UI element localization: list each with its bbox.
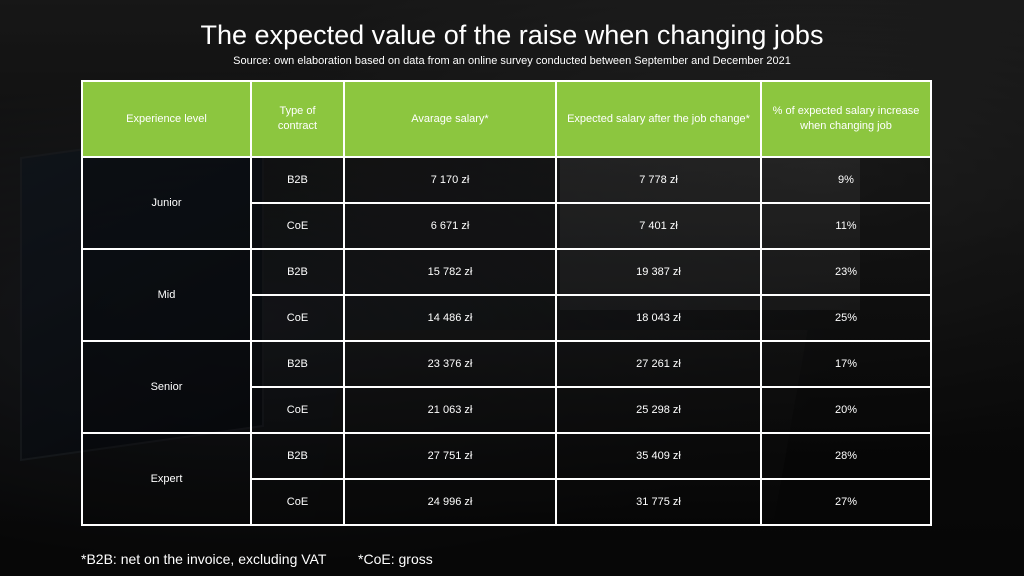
page-subtitle: Source: own elaboration based on data fr… — [233, 55, 791, 67]
page-title: The expected value of the raise when cha… — [200, 20, 824, 50]
average-salary-cell: 23 376 zł — [343, 340, 557, 388]
contract-type-cell: CoE — [250, 294, 345, 342]
expected-salary-cell: 7 778 zł — [555, 156, 762, 204]
average-salary-cell: 6 671 zł — [343, 202, 557, 250]
header-increase-percent: % of expected salary increase when chang… — [760, 80, 932, 158]
average-salary-cell: 14 486 zł — [343, 294, 557, 342]
header-average-salary: Avarage salary* — [343, 80, 557, 158]
table-row: CoE 21 063 zł 25 298 zł 20% — [82, 386, 932, 434]
header-contract-type: Type of contract — [250, 80, 345, 158]
expected-salary-cell: 31 775 zł — [555, 478, 762, 526]
expected-salary-cell: 19 387 zł — [555, 248, 762, 296]
contract-type-cell: CoE — [250, 202, 345, 250]
expected-salary-cell: 18 043 zł — [555, 294, 762, 342]
expected-salary-cell: 25 298 zł — [555, 386, 762, 434]
salary-table: Experience level Type of contract Avarag… — [81, 80, 932, 526]
table-row: Mid B2B 15 782 zł 19 387 zł 23% — [81, 248, 932, 342]
contract-type-cell: B2B — [250, 340, 345, 388]
table-row: Senior B2B 23 376 zł 27 261 zł 17% — [81, 340, 932, 434]
contract-type-cell: B2B — [250, 248, 345, 296]
footnote-b2b: *B2B: net on the invoice, excluding VAT — [81, 551, 327, 567]
increase-percent-cell: 11% — [760, 202, 932, 250]
increase-percent-cell: 20% — [760, 386, 932, 434]
table-row: Junior B2B 7 170 zł 7 778 zł 9% — [81, 156, 932, 250]
increase-percent-cell: 28% — [760, 432, 932, 480]
increase-percent-cell: 17% — [760, 340, 932, 388]
expected-salary-cell: 35 409 zł — [555, 432, 762, 480]
table-body: Junior B2B 7 170 zł 7 778 zł 9% CoE 6 671 zł 7 … — [81, 156, 932, 526]
header-experience-level: Experience level — [81, 80, 252, 158]
increase-percent-cell: 23% — [760, 248, 932, 296]
contract-type-cell: CoE — [250, 386, 345, 434]
experience-level-cell: Expert — [81, 432, 252, 526]
expected-salary-cell: 7 401 zł — [555, 202, 762, 250]
average-salary-cell: 24 996 zł — [343, 478, 557, 526]
contract-type-cell: B2B — [250, 156, 345, 204]
table-row: CoE 24 996 zł 31 775 zł 27% — [82, 478, 932, 526]
experience-level-cell: Senior — [81, 340, 252, 434]
contract-type-cell: B2B — [250, 432, 345, 480]
increase-percent-cell: 27% — [760, 478, 932, 526]
footnote-coe: *CoE: gross — [358, 551, 433, 567]
increase-percent-cell: 25% — [760, 294, 932, 342]
table-header-row: Experience level Type of contract Avarag… — [81, 80, 932, 158]
header-expected-salary: Expected salary after the job change* — [555, 80, 762, 158]
average-salary-cell: 21 063 zł — [343, 386, 557, 434]
expected-salary-cell: 27 261 zł — [555, 340, 762, 388]
average-salary-cell: 15 782 zł — [343, 248, 557, 296]
experience-level-cell: Junior — [81, 156, 252, 250]
average-salary-cell: 27 751 zł — [343, 432, 557, 480]
experience-level-cell: Mid — [81, 248, 252, 342]
footnotes: *B2B: net on the invoice, excluding VAT … — [81, 550, 433, 568]
increase-percent-cell: 9% — [760, 156, 932, 204]
table-row: CoE 14 486 zł 18 043 zł 25% — [82, 294, 932, 342]
table-row: CoE 6 671 zł 7 401 zł 11% — [82, 202, 932, 250]
table-row: Expert B2B 27 751 zł 35 409 zł 28% — [81, 432, 932, 526]
contract-type-cell: CoE — [250, 478, 345, 526]
average-salary-cell: 7 170 zł — [343, 156, 557, 204]
